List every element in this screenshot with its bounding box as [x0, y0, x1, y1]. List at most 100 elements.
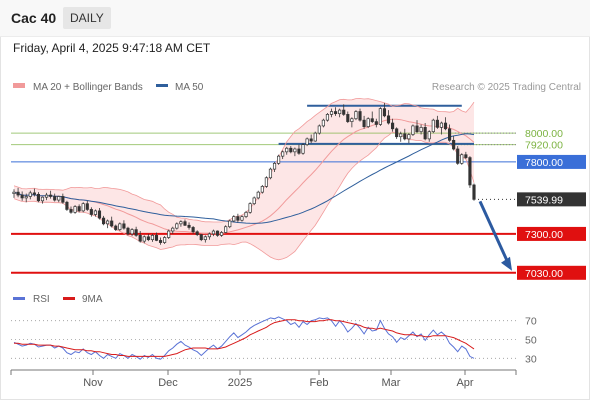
- time-axis: Nov Dec 2025 Feb Mar Apr: [10, 369, 517, 389]
- candle: [317, 124, 321, 135]
- candle-body: [142, 236, 146, 242]
- candle-body: [146, 236, 150, 241]
- support-label-text: 7030.00: [525, 268, 563, 280]
- candle: [126, 226, 130, 236]
- candle: [101, 215, 106, 226]
- candle-body: [374, 121, 378, 125]
- candle: [272, 161, 277, 172]
- candle: [264, 176, 268, 188]
- candle: [220, 231, 224, 237]
- candle-body: [106, 220, 110, 225]
- candle-body: [358, 111, 362, 121]
- candle: [350, 117, 354, 128]
- symbol-title: Cac 40: [11, 10, 57, 26]
- candle: [439, 121, 444, 135]
- candle-body: [419, 127, 423, 133]
- rsi-ma-legend-label: 9MA: [82, 294, 103, 305]
- candle-body: [248, 203, 252, 213]
- candle: [175, 222, 179, 230]
- candle: [61, 193, 65, 204]
- candle: [179, 220, 183, 227]
- candle-body: [16, 191, 20, 196]
- candle-body: [81, 203, 85, 212]
- candle-body: [154, 235, 159, 241]
- candle-body: [468, 157, 472, 186]
- bollinger-fill: [14, 98, 474, 260]
- candle-body: [289, 147, 293, 153]
- candle: [85, 200, 89, 211]
- candle: [81, 202, 85, 213]
- candle-body: [24, 196, 28, 199]
- legend-ma50: MA 50: [156, 82, 204, 93]
- candle-body: [224, 226, 228, 233]
- candle: [427, 130, 431, 142]
- candle: [65, 200, 69, 211]
- candle: [142, 235, 146, 244]
- candle: [452, 136, 456, 151]
- candle-body: [134, 229, 138, 236]
- candle: [423, 123, 427, 141]
- candle-body: [252, 197, 256, 205]
- rsi-ma-line: [14, 319, 475, 357]
- period-button[interactable]: DAILY: [63, 7, 111, 29]
- pivot-label-box: [517, 154, 586, 169]
- candle-body: [236, 216, 240, 221]
- candle: [12, 189, 16, 198]
- rsi-line-icon: [13, 297, 25, 300]
- candle-body: [49, 194, 53, 197]
- candle-body: [407, 134, 411, 140]
- candle: [329, 108, 334, 118]
- candle-body: [399, 133, 403, 138]
- candle-body: [309, 138, 313, 142]
- candle-body: [28, 192, 32, 197]
- candle-body: [448, 128, 452, 141]
- candle: [325, 112, 330, 122]
- candle-body: [20, 194, 24, 199]
- candle: [407, 133, 411, 144]
- ma50-line: [13, 133, 475, 224]
- candle-body: [334, 111, 338, 115]
- candle: [183, 219, 187, 226]
- candle: [154, 232, 159, 242]
- rsi-line: [13, 316, 475, 360]
- candle-body: [260, 186, 264, 193]
- candle-body: [126, 227, 130, 235]
- candle: [472, 183, 476, 201]
- candle-body: [199, 234, 203, 241]
- candle: [403, 128, 407, 141]
- candle-body: [167, 230, 171, 238]
- candle-body: [305, 138, 309, 145]
- candle-body: [114, 225, 118, 230]
- candle: [305, 137, 309, 147]
- candle: [411, 124, 415, 136]
- candle-body: [57, 196, 61, 201]
- candle: [289, 146, 293, 154]
- candle: [228, 219, 232, 229]
- ma50-line-icon: [156, 84, 168, 87]
- candle-body: [122, 223, 126, 229]
- candle-body: [244, 211, 248, 217]
- candle-body: [171, 227, 175, 232]
- candle: [44, 192, 49, 201]
- candle-body: [285, 147, 289, 153]
- candle: [171, 226, 175, 234]
- candle: [40, 196, 45, 204]
- candle-body: [452, 139, 456, 150]
- candle-body: [297, 148, 301, 154]
- candle: [53, 193, 57, 202]
- candle: [435, 115, 439, 129]
- candle: [419, 124, 423, 135]
- candle-body: [411, 125, 415, 135]
- candle-body: [464, 154, 468, 158]
- candlesticks: [12, 102, 512, 271]
- candle: [370, 111, 374, 124]
- candle: [395, 127, 399, 139]
- candle: [49, 190, 53, 199]
- rsi-ma-line-icon: [63, 297, 75, 300]
- candle: [240, 215, 244, 222]
- candle-body: [130, 229, 134, 235]
- candle: [366, 117, 370, 129]
- candle-body: [118, 223, 122, 230]
- candle: [110, 216, 114, 228]
